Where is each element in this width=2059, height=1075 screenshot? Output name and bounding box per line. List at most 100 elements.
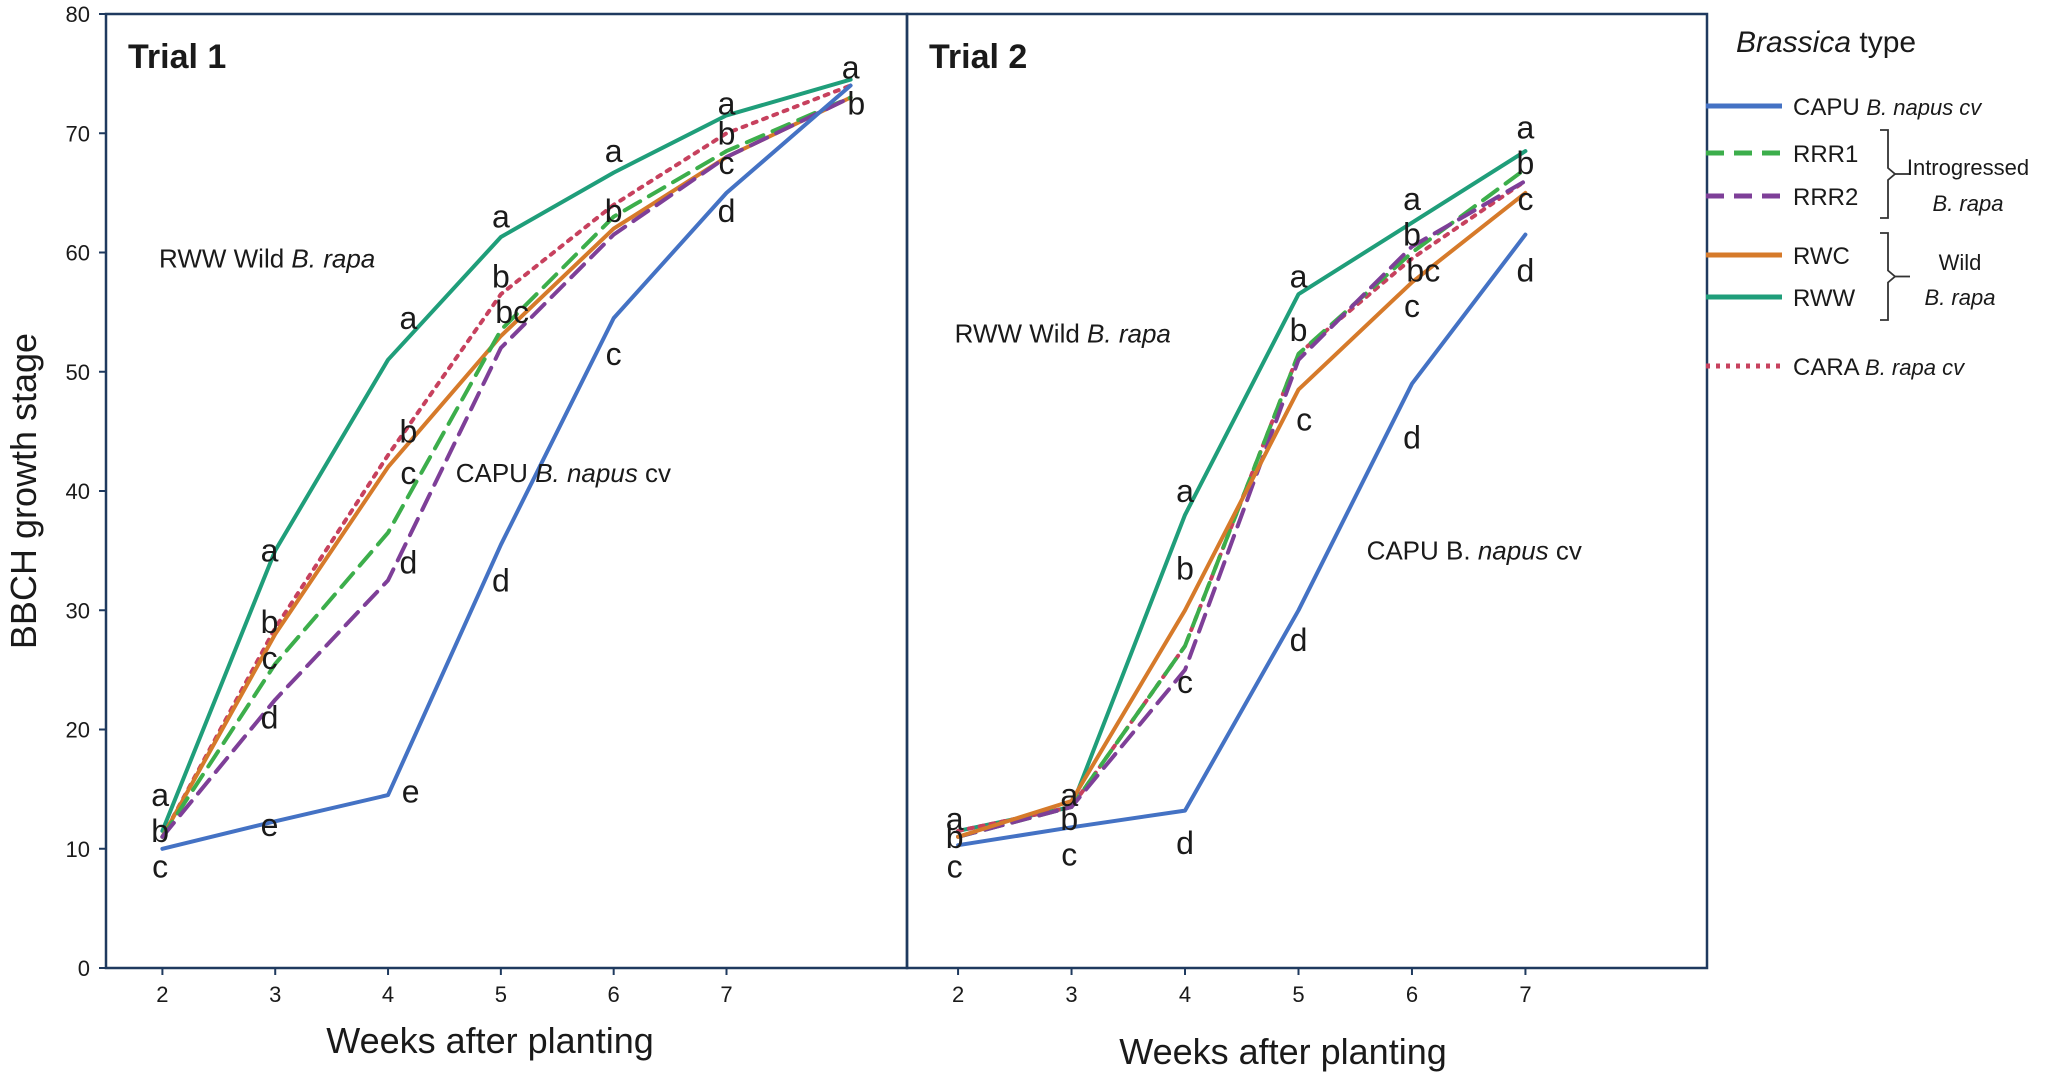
significance-label: c <box>262 640 278 676</box>
significance-label: c <box>718 145 734 181</box>
y-tick-label: 80 <box>66 2 90 27</box>
series-annotation: RWW Wild B. rapa <box>955 319 1171 349</box>
panel-frame <box>104 12 909 970</box>
significance-label: b <box>399 413 417 449</box>
significance-label: b <box>1176 551 1194 587</box>
legend-title: Brassica type <box>1736 26 1916 59</box>
series-annotation: CAPU B. napus cv <box>1367 536 1582 566</box>
significance-label: d <box>1176 825 1194 861</box>
significance-label: c <box>1296 401 1312 437</box>
series-line-rww <box>160 77 853 833</box>
significance-label: b <box>1060 801 1078 837</box>
y-tick-label: 0 <box>78 956 90 981</box>
x-axis-title: Weeks after planting <box>326 1020 654 1061</box>
x-tick-label: 7 <box>1519 982 1531 1007</box>
y-tick-label: 40 <box>66 479 90 504</box>
x-tick-label: 5 <box>495 982 507 1007</box>
legend-group-sublabel: B. rapa <box>1933 191 2004 216</box>
y-tick-label: 20 <box>66 718 90 743</box>
significance-label: bc <box>495 294 529 330</box>
significance-label: c <box>1177 664 1193 700</box>
significance-label: a <box>605 133 623 169</box>
significance-label: a <box>718 85 736 121</box>
x-tick-label: 6 <box>608 982 620 1007</box>
panel-title: Trial 2 <box>929 38 1027 76</box>
significance-label: c <box>606 336 622 372</box>
significance-label: a <box>399 300 417 336</box>
series-line-rrr1 <box>160 95 853 839</box>
significance-label: d <box>1403 419 1421 455</box>
y-tick-label: 30 <box>66 598 90 623</box>
legend-label-rww: RWW <box>1793 285 1856 312</box>
x-tick-label: 4 <box>382 982 394 1007</box>
significance-label: b <box>1517 145 1535 181</box>
significance-label: a <box>1517 109 1535 145</box>
legend-label-rwc: RWC <box>1793 243 1850 270</box>
significance-label: c <box>1404 288 1420 324</box>
significance-label: b <box>261 604 279 640</box>
x-tick-label: 2 <box>156 982 168 1007</box>
series-line-cara <box>956 179 1528 833</box>
series-annotation: CAPU B. napus cv <box>456 458 671 488</box>
significance-label: c <box>1517 181 1533 217</box>
series-line-rrr2 <box>956 179 1528 839</box>
significance-label: a <box>1403 181 1421 217</box>
legend-group-label: Wild <box>1939 250 1982 275</box>
significance-label: a <box>151 777 169 813</box>
series-annotation: RWW Wild B. rapa <box>159 243 375 273</box>
significance-label: d <box>1290 622 1308 658</box>
significance-label: e <box>402 774 420 810</box>
panel-frame <box>905 12 1709 970</box>
legend-label-cara: CARA B. rapa cv <box>1793 354 1966 381</box>
series-line-capu <box>160 83 853 851</box>
panel-title: Trial 1 <box>128 38 226 76</box>
series-line-rwc <box>956 190 1528 839</box>
legend-label-capu: CAPU B. napus cv <box>1793 94 1983 121</box>
significance-label: a <box>261 533 279 569</box>
significance-label: b <box>1403 217 1421 253</box>
significance-label: a <box>946 801 964 837</box>
significance-label: b <box>946 819 964 855</box>
significance-label: c <box>400 455 416 491</box>
significance-label: b <box>718 115 736 151</box>
legend-label-rrr2: RRR2 <box>1793 184 1858 211</box>
significance-label: c <box>947 849 963 885</box>
x-tick-label: 7 <box>720 982 732 1007</box>
y-axis-title: BBCH growth stage <box>3 333 44 649</box>
significance-label: e <box>261 807 279 843</box>
x-tick-label: 2 <box>952 982 964 1007</box>
significance-label: d <box>261 700 279 736</box>
legend-group-label: Introgressed <box>1907 155 2029 180</box>
series-line-rrr2 <box>160 95 853 839</box>
legend: Brassica type CAPU B. napus cv RRR1 RRR2 RWC… <box>1706 26 2029 381</box>
series-line-capu <box>956 232 1528 848</box>
significance-label: bc <box>1406 252 1440 288</box>
significance-label: b <box>492 258 510 294</box>
y-tick-label: 10 <box>66 837 90 862</box>
significance-label: c <box>152 849 168 885</box>
x-tick-label: 5 <box>1292 982 1304 1007</box>
series-line-rww <box>956 149 1528 833</box>
significance-label: a <box>842 50 860 86</box>
significance-label: b <box>151 813 169 849</box>
x-tick-label: 3 <box>1065 982 1077 1007</box>
x-axis-title: Weeks after planting <box>1119 1031 1447 1072</box>
significance-label: b <box>847 85 865 121</box>
legend-group-sublabel: B. rapa <box>1925 285 1996 310</box>
significance-label: c <box>1061 837 1077 873</box>
significance-label: d <box>492 562 510 598</box>
significance-label: d <box>1517 252 1535 288</box>
significance-label: a <box>1176 473 1194 509</box>
legend-label-rrr1: RRR1 <box>1793 141 1858 168</box>
significance-label: b <box>605 193 623 229</box>
x-tick-label: 3 <box>269 982 281 1007</box>
significance-label: a <box>1290 258 1308 294</box>
y-tick-label: 60 <box>66 241 90 266</box>
legend-brace-introgressed <box>1880 129 1897 219</box>
y-tick-label: 50 <box>66 360 90 385</box>
x-tick-label: 6 <box>1406 982 1418 1007</box>
legend-brace-wild <box>1880 232 1897 321</box>
